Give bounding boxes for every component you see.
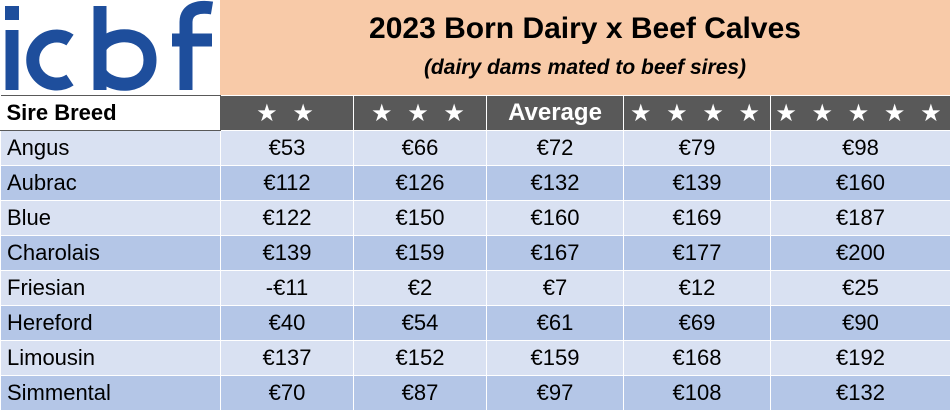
header-three-star: ★ ★ ★ [353, 95, 487, 131]
icbf-logo [0, 0, 220, 95]
cell-five-star: €160 [770, 165, 950, 201]
cell-five-star: €98 [770, 130, 950, 166]
table-row: Angus €53 €66 €72 €79 €98 [0, 130, 950, 166]
header-two-star: ★ ★ [220, 95, 354, 131]
cell-breed: Hereford [0, 305, 221, 341]
cell-four-star: €12 [623, 270, 771, 306]
cell-breed: Limousin [0, 340, 221, 376]
table-row: Hereford €40 €54 €61 €69 €90 [0, 305, 950, 341]
cell-two-star: €40 [220, 305, 354, 341]
page-subtitle: (dairy dams mated to beef sires) [423, 56, 747, 79]
cell-two-star: €137 [220, 340, 354, 376]
cell-four-star: €139 [623, 165, 771, 201]
cell-breed: Blue [0, 200, 221, 236]
page-title: 2023 Born Dairy x Beef Calves [369, 12, 801, 45]
cell-two-star: €53 [220, 130, 354, 166]
cell-breed: Angus [0, 130, 221, 166]
cell-three-star: €150 [353, 200, 487, 236]
cell-three-star: €159 [353, 235, 487, 271]
cell-four-star: €169 [623, 200, 771, 236]
cell-three-star: €126 [353, 165, 487, 201]
cell-four-star: €79 [623, 130, 771, 166]
cell-four-star: €108 [623, 375, 771, 411]
cell-average: €7 [486, 270, 624, 306]
cell-four-star: €177 [623, 235, 771, 271]
cell-average: €72 [486, 130, 624, 166]
table-row: Simmental €70 €87 €97 €108 €132 [0, 375, 950, 411]
cell-five-star: €25 [770, 270, 950, 306]
cell-two-star: €139 [220, 235, 354, 271]
cell-four-star: €69 [623, 305, 771, 341]
cell-two-star: €112 [220, 165, 354, 201]
cell-five-star: €90 [770, 305, 950, 341]
cell-five-star: €200 [770, 235, 950, 271]
header-four-star: ★ ★ ★ ★ [623, 95, 771, 131]
cell-breed: Aubrac [0, 165, 221, 201]
cell-two-star: -€11 [220, 270, 354, 306]
cell-average: €160 [486, 200, 624, 236]
header-sire-breed: Sire Breed [0, 95, 221, 131]
cell-three-star: €54 [353, 305, 487, 341]
cell-five-star: €187 [770, 200, 950, 236]
cell-two-star: €122 [220, 200, 354, 236]
cell-average: €97 [486, 375, 624, 411]
cell-average: €132 [486, 165, 624, 201]
cell-three-star: €2 [353, 270, 487, 306]
table-header-row: Sire Breed ★ ★ ★ ★ ★ Average ★ ★ ★ ★ ★ ★… [0, 95, 950, 131]
breed-value-table: Sire Breed ★ ★ ★ ★ ★ Average ★ ★ ★ ★ ★ ★… [0, 95, 950, 411]
cell-three-star: €66 [353, 130, 487, 166]
cell-average: €167 [486, 235, 624, 271]
table-row: Limousin €137 €152 €159 €168 €192 [0, 340, 950, 376]
table-row: Charolais €139 €159 €167 €177 €200 [0, 235, 950, 271]
cell-breed: Charolais [0, 235, 221, 271]
cell-five-star: €132 [770, 375, 950, 411]
cell-two-star: €70 [220, 375, 354, 411]
cell-breed: Simmental [0, 375, 221, 411]
cell-five-star: €192 [770, 340, 950, 376]
cell-average: €159 [486, 340, 624, 376]
title-banner: 2023 Born Dairy x Beef Calves (dairy dam… [220, 0, 950, 96]
header-five-star: ★ ★ ★ ★ ★ [770, 95, 950, 131]
icbf-logo-graphic [5, 0, 214, 91]
table-row: Blue €122 €150 €160 €169 €187 [0, 200, 950, 236]
cell-four-star: €168 [623, 340, 771, 376]
cell-average: €61 [486, 305, 624, 341]
header-average: Average [486, 95, 624, 131]
cell-three-star: €152 [353, 340, 487, 376]
cell-breed: Friesian [0, 270, 221, 306]
cell-three-star: €87 [353, 375, 487, 411]
table-row: Friesian -€11 €2 €7 €12 €25 [0, 270, 950, 306]
table-row: Aubrac €112 €126 €132 €139 €160 [0, 165, 950, 201]
